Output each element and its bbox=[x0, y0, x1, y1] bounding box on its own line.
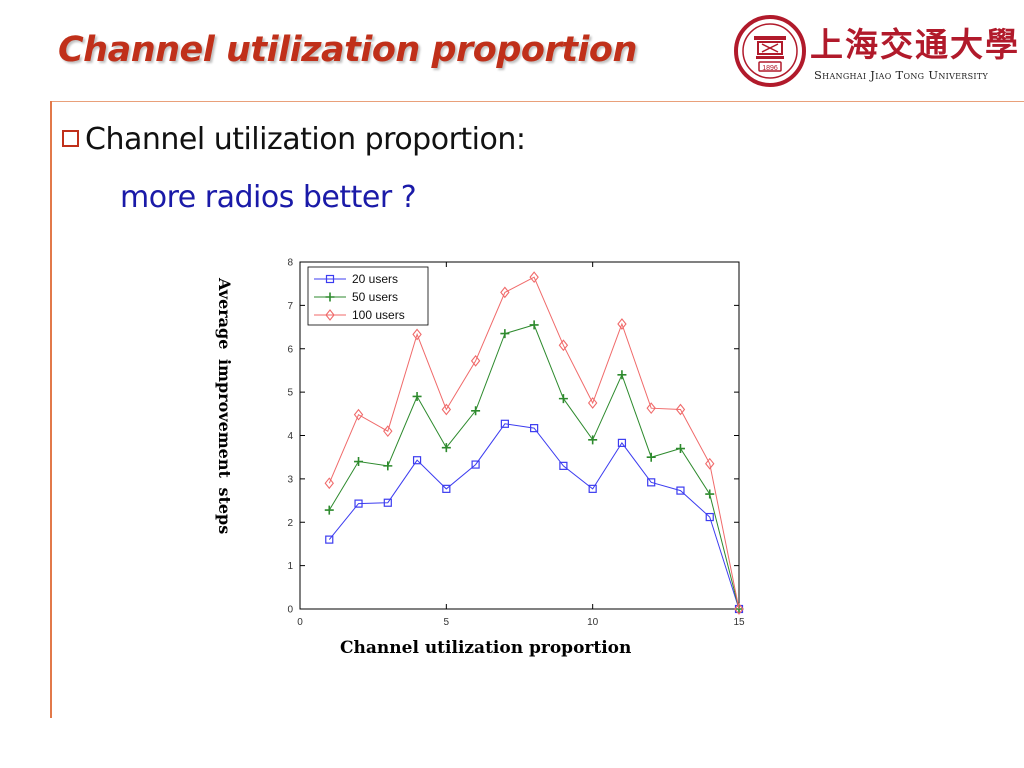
bullet-text: Channel utilization proportion: bbox=[85, 122, 526, 157]
data-point-series-2 bbox=[324, 505, 334, 515]
y-tick-label: 5 bbox=[287, 388, 293, 399]
legend-label: 100 users bbox=[352, 308, 405, 322]
data-point-series-1 bbox=[588, 484, 597, 493]
data-point-series-1 bbox=[705, 512, 714, 522]
data-point-series-2 bbox=[588, 435, 598, 445]
data-point-series-3 bbox=[675, 403, 686, 416]
data-point-series-1 bbox=[383, 498, 392, 507]
data-point-series-2 bbox=[558, 394, 568, 404]
data-point-series-1 bbox=[354, 499, 363, 508]
y-tick-label: 7 bbox=[287, 301, 293, 312]
series-line-1 bbox=[328, 423, 740, 610]
y-tick-label: 1 bbox=[287, 561, 293, 572]
data-point-series-3 bbox=[412, 328, 422, 341]
data-point-series-2 bbox=[646, 452, 656, 462]
data-point-series-1 bbox=[325, 535, 334, 544]
data-point-series-3 bbox=[324, 477, 334, 490]
logo-chinese-name: 上海交通大學 bbox=[810, 25, 1020, 64]
legend-marker bbox=[325, 309, 335, 321]
data-point-series-3 bbox=[617, 318, 627, 330]
header-divider bbox=[50, 101, 1024, 102]
data-point-series-2 bbox=[500, 329, 510, 339]
legend-marker bbox=[325, 292, 335, 302]
data-point-series-3 bbox=[646, 402, 656, 415]
left-accent-line bbox=[50, 101, 52, 718]
data-point-series-1 bbox=[442, 484, 451, 493]
y-tick-label: 3 bbox=[287, 474, 293, 485]
data-point-series-1 bbox=[530, 424, 539, 433]
data-point-series-2 bbox=[675, 444, 685, 454]
data-point-series-2 bbox=[617, 370, 627, 380]
data-point-series-1 bbox=[471, 460, 480, 469]
data-point-series-3 bbox=[470, 355, 481, 367]
data-point-series-3 bbox=[529, 271, 539, 284]
data-point-series-2 bbox=[383, 461, 393, 471]
checkbox-bullet-icon bbox=[62, 130, 79, 147]
data-point-series-1 bbox=[617, 438, 627, 447]
y-tick-label: 0 bbox=[287, 605, 293, 616]
university-logo: 1896 上海交通大學 Shanghai Jiao Tong Universit… bbox=[730, 12, 1018, 90]
series-line-3 bbox=[328, 276, 740, 610]
slide-title: Channel utilization proportion bbox=[58, 30, 637, 70]
data-point-series-1 bbox=[676, 486, 685, 495]
data-point-series-3 bbox=[441, 403, 452, 416]
data-point-series-3 bbox=[353, 408, 364, 421]
legend-marker bbox=[325, 274, 335, 284]
bullet-item: Channel utilization proportion: bbox=[62, 122, 526, 157]
x-axis-label: Channel utilization proportion bbox=[340, 638, 632, 658]
data-point-series-2 bbox=[705, 489, 715, 499]
data-point-series-1 bbox=[500, 419, 509, 428]
y-tick-label: 8 bbox=[287, 258, 293, 269]
data-point-series-2 bbox=[471, 406, 481, 416]
seal-icon: 1896 bbox=[734, 15, 806, 87]
data-point-series-2 bbox=[441, 443, 451, 453]
legend-label: 20 users bbox=[352, 272, 398, 286]
y-tick-label: 4 bbox=[287, 431, 293, 442]
svg-text:1896: 1896 bbox=[762, 65, 778, 72]
data-point-series-3 bbox=[383, 425, 393, 438]
x-tick-label: 0 bbox=[297, 617, 303, 628]
y-tick-label: 6 bbox=[287, 344, 293, 355]
data-point-series-2 bbox=[412, 391, 422, 401]
y-axis-label: Average improvement steps bbox=[215, 278, 234, 535]
data-point-series-3 bbox=[558, 339, 569, 352]
data-point-series-3 bbox=[734, 603, 744, 615]
logo-english-name: Shanghai Jiao Tong University bbox=[814, 68, 989, 82]
y-tick-label: 2 bbox=[287, 518, 293, 529]
data-point-series-2 bbox=[529, 320, 539, 330]
x-tick-label: 5 bbox=[444, 617, 450, 628]
x-tick-label: 10 bbox=[587, 617, 599, 628]
line-chart: 0 1 2 3 4 5 6 7 8 0 5 10 15 20 users 50 users 100 users bbox=[287, 258, 745, 629]
data-point-series-2 bbox=[354, 457, 364, 467]
legend-label: 50 users bbox=[352, 290, 398, 304]
data-point-series-1 bbox=[647, 478, 656, 487]
x-tick-label: 15 bbox=[733, 617, 745, 628]
data-point-series-1 bbox=[412, 456, 422, 465]
chart-figure: 0 1 2 3 4 5 6 7 8 0 5 10 15 20 users 50 users 100 users… bbox=[210, 250, 770, 670]
data-point-series-3 bbox=[500, 286, 510, 299]
data-point-series-3 bbox=[587, 397, 598, 409]
data-point-series-3 bbox=[705, 457, 715, 470]
sub-question: more radios better ? bbox=[120, 180, 417, 215]
data-point-series-1 bbox=[559, 461, 568, 470]
